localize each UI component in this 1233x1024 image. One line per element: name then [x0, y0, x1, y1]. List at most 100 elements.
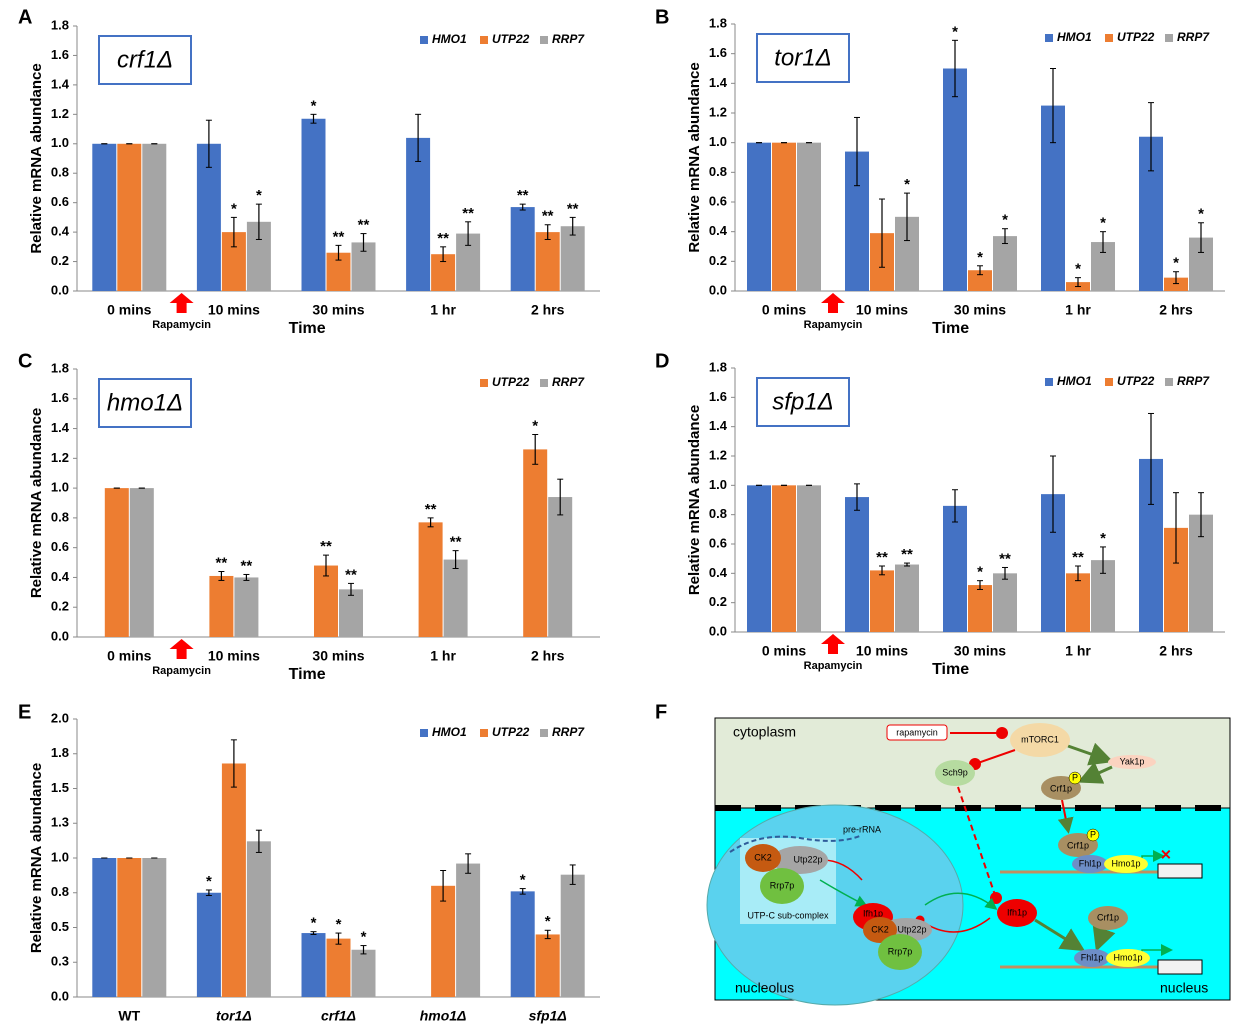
significance: * [256, 187, 262, 204]
bar [523, 449, 547, 637]
significance: * [545, 913, 551, 930]
significance: ** [345, 566, 357, 583]
x-tick-label: 2 hrs [531, 648, 565, 664]
legend-swatch [480, 36, 488, 44]
legend-swatch [1165, 378, 1173, 386]
bar [209, 576, 233, 637]
y-tick-label: 1.6 [709, 389, 727, 404]
gene-box [1158, 864, 1202, 878]
y-tick-label: 0.4 [51, 224, 70, 239]
label: rapamycin [896, 727, 938, 737]
bar [352, 950, 376, 997]
y-tick-label: 1.2 [51, 450, 69, 465]
bar [772, 485, 796, 632]
bar [247, 841, 271, 997]
bar [747, 143, 771, 291]
significance: * [520, 872, 526, 889]
annotation: Rapamycin [804, 319, 863, 331]
bar [234, 577, 258, 637]
x-tick-label: 1 hr [430, 302, 456, 318]
y-tick-label: 0.8 [709, 506, 727, 521]
y-tick-label: 1.5 [51, 780, 69, 795]
label: cytoplasm [733, 724, 796, 740]
legend-swatch [540, 729, 548, 737]
x-tick-label: hmo1Δ [420, 1008, 467, 1024]
y-tick-label: 0.6 [709, 193, 727, 208]
label: mTORC1 [1021, 734, 1059, 744]
significance: * [1100, 215, 1106, 232]
bar [747, 485, 771, 632]
y-tick-label: 1.8 [709, 15, 727, 30]
bar [142, 858, 166, 997]
y-tick-label: 1.4 [709, 75, 728, 90]
y-tick-label: 0.8 [51, 509, 69, 524]
y-tick-label: 0.6 [51, 194, 69, 209]
x-tick-label: 1 hr [1065, 302, 1091, 318]
inset-label: sfp1Δ [772, 388, 833, 415]
label: pre-rRNA [843, 824, 881, 834]
x-tick-label: crf1Δ [321, 1008, 356, 1024]
significance: * [311, 97, 317, 114]
label: Utp22p [897, 924, 926, 934]
bar [1066, 573, 1090, 632]
bar [105, 488, 129, 637]
annotation: Rapamycin [152, 319, 211, 331]
label: Hmo1p [1111, 858, 1140, 868]
x-tick-label: WT [118, 1008, 140, 1024]
significance: * [952, 23, 958, 40]
significance: * [1198, 206, 1204, 223]
bar [222, 763, 246, 997]
annotation: Rapamycin [804, 660, 863, 672]
significance: ** [333, 228, 345, 245]
x-axis-label: Time [932, 661, 969, 678]
label: Rrp7p [888, 946, 913, 956]
y-axis-label: Relative mRNA abundance [28, 408, 45, 598]
significance: ** [437, 230, 449, 247]
figure: F ✕ cytoplasm rapamycin mTORC1 Yak1p Sch… [0, 0, 1233, 1024]
x-tick-label: 30 mins [954, 643, 1006, 659]
bar [870, 570, 894, 632]
y-tick-label: 0.2 [709, 594, 727, 609]
legend-swatch [540, 36, 548, 44]
y-tick-label: 0.5 [51, 919, 69, 934]
label: Ifh1p [863, 908, 883, 918]
y-tick-label: 1.8 [709, 359, 727, 374]
label: Yak1p [1120, 756, 1145, 766]
rapamycin-arrow [821, 293, 845, 313]
x-tick-label: 2 hrs [1159, 302, 1193, 318]
label: P [1090, 829, 1096, 839]
bar [92, 144, 116, 291]
label: Utp22p [793, 854, 822, 864]
significance: * [532, 417, 538, 434]
significance: ** [517, 187, 529, 204]
legend-swatch [540, 379, 548, 387]
legend-label: UTP22 [492, 32, 530, 46]
legend-label: RRP7 [1177, 374, 1210, 388]
y-tick-label: 0.8 [51, 165, 69, 180]
label: Ifh1p [1007, 907, 1027, 917]
legend-swatch [1165, 34, 1173, 42]
label: Crf1p [1067, 840, 1089, 850]
annotation: Rapamycin [152, 665, 211, 677]
significance: * [977, 564, 983, 581]
bar [130, 488, 154, 637]
y-tick-label: 1.8 [51, 360, 69, 375]
bar [302, 119, 326, 291]
significance: * [977, 249, 983, 266]
y-tick-label: 1.2 [51, 106, 69, 121]
label: CK2 [754, 852, 772, 862]
x-axis-label: Time [289, 320, 326, 337]
significance: ** [542, 208, 554, 225]
bar [797, 485, 821, 632]
bar [142, 144, 166, 291]
x-tick-label: 1 hr [1065, 643, 1091, 659]
y-tick-label: 0.6 [51, 539, 69, 554]
bar [197, 893, 221, 997]
y-tick-label: 0.6 [709, 535, 727, 550]
label: Crf1p [1097, 912, 1119, 922]
x-tick-label: 2 hrs [531, 302, 565, 318]
bar [536, 934, 560, 997]
x-tick-label: 1 hr [430, 648, 456, 664]
bar [968, 585, 992, 632]
x-tick-label: tor1Δ [216, 1008, 252, 1024]
